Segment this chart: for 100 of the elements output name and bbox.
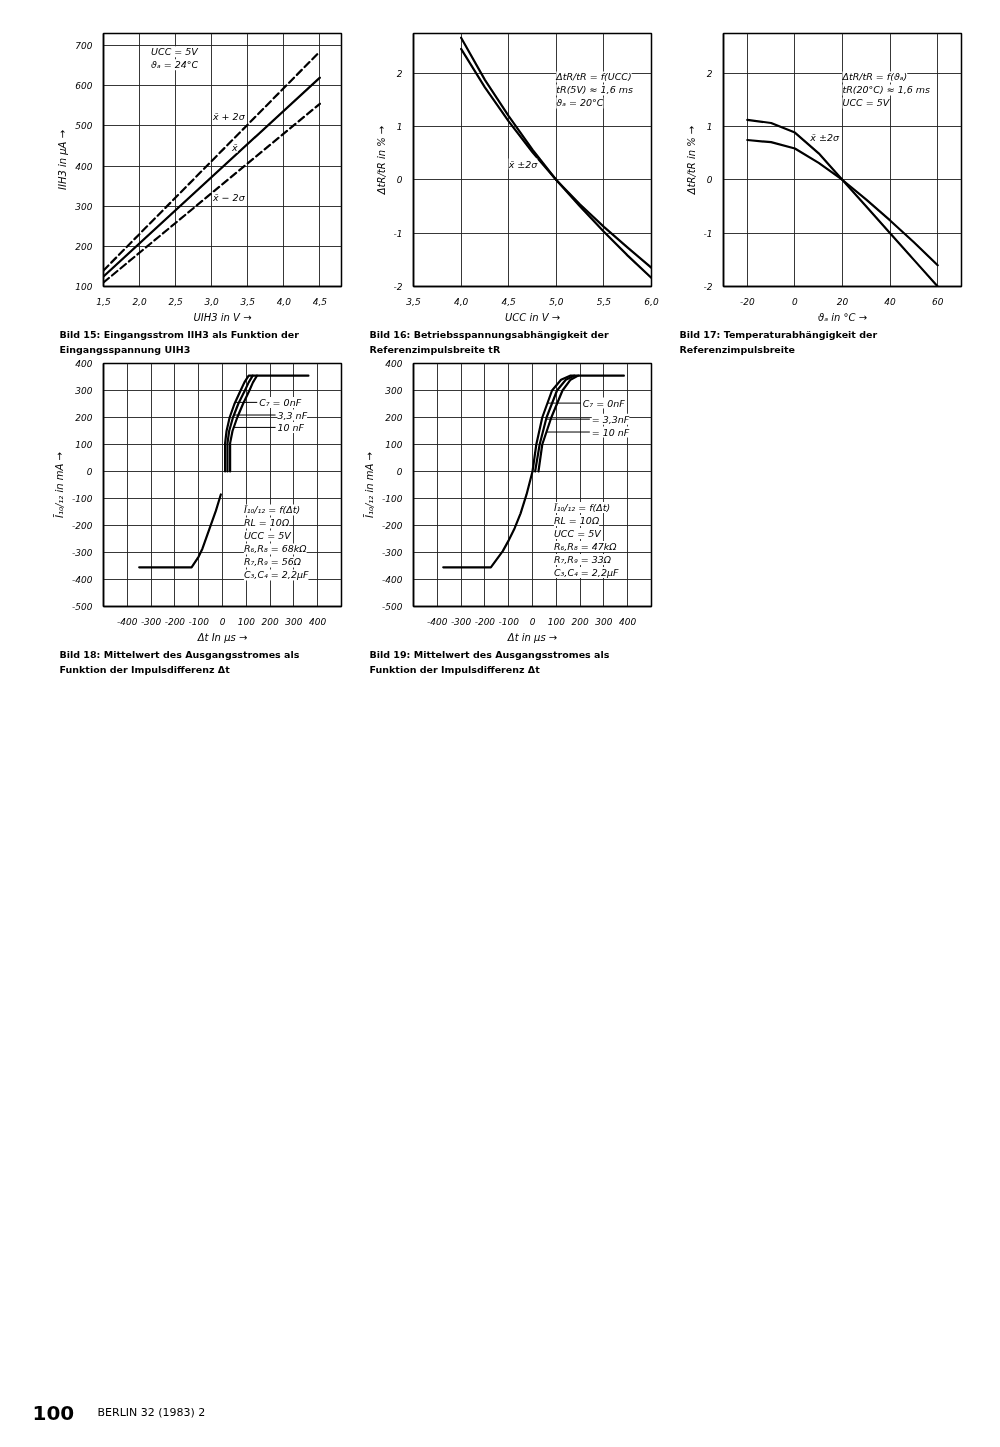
y-tick-label: 300 bbox=[75, 386, 93, 396]
y-axis-title: ΔtR/tR in % → bbox=[685, 125, 697, 196]
x-tick-label: 0 bbox=[792, 296, 799, 307]
y-tick-label: 1 bbox=[396, 122, 403, 133]
annotation: ϑₐ = 20°C bbox=[556, 97, 604, 109]
x-tick-label: 3,5 bbox=[406, 296, 421, 307]
y-tick-label: 100 bbox=[75, 282, 93, 292]
annotation: Ī₁₀/₁₂ = f(Δt) bbox=[243, 504, 301, 516]
y-tick-label: -200 bbox=[72, 521, 93, 531]
text: Bild 15: Eingangsstrom IIH3 als Funktion der Eingangsspannung UIH3 bbox=[59, 328, 300, 355]
series-label: x̄ + 2σ bbox=[211, 111, 246, 123]
x-tick-label: -400 bbox=[117, 616, 138, 627]
y-tick-label: 2 bbox=[396, 68, 403, 79]
annotation: R₇,R₉ = 56Ω bbox=[243, 556, 302, 568]
x-tick-label: 4,0 bbox=[453, 296, 469, 307]
x-tick-label: 300 bbox=[595, 616, 613, 627]
y-tick-label: 500 bbox=[75, 121, 93, 132]
annotation: C₃,C₄ = 2,2µF bbox=[243, 569, 309, 581]
y-tick-label: -1 bbox=[703, 228, 713, 239]
x-tick-label: 400 bbox=[309, 616, 327, 627]
x-tick-label: 4,0 bbox=[276, 296, 292, 307]
x-tick-label: -20 bbox=[739, 296, 755, 307]
annotation: RL = 10Ω bbox=[243, 517, 290, 529]
annotation: Ī₁₀/₁₂ = f(Δt) bbox=[553, 502, 611, 514]
annotation: tR(20°C) ≈ 1,6 ms bbox=[842, 84, 931, 96]
legend-label: = 10 nF bbox=[591, 426, 630, 438]
y-tick-label: 400 bbox=[75, 359, 93, 369]
y-tick-label: -100 bbox=[382, 494, 403, 504]
annotation: x̄ ±2σ bbox=[507, 158, 539, 170]
y-tick-label: -300 bbox=[382, 548, 403, 558]
x-tick-label: -300 bbox=[140, 616, 162, 627]
y-tick-label: 0 bbox=[396, 175, 403, 186]
legend-label: 3,3 nF bbox=[277, 409, 308, 421]
x-tick-label: 60 bbox=[931, 296, 944, 307]
legend-label: C₇ = 0nF bbox=[582, 397, 626, 409]
x-axis-title: Δt in µs → bbox=[506, 631, 558, 643]
x-tick-label: 5,0 bbox=[549, 296, 564, 307]
y-tick-label: 0 bbox=[706, 175, 713, 186]
y-tick-label: 700 bbox=[75, 41, 93, 52]
annotation: UCC = 5V bbox=[553, 528, 603, 540]
x-tick-label: -200 bbox=[474, 616, 496, 627]
y-axis-title: Ī₁₀/₁₂ in mA → bbox=[363, 452, 376, 518]
x-axis-title: ϑₐ in °C → bbox=[817, 311, 868, 323]
annotation: C₃,C₄ = 2,2µF bbox=[553, 567, 619, 579]
y-tick-label: -500 bbox=[72, 602, 93, 612]
annotation: R₆,R₈ = 68kΩ bbox=[243, 543, 308, 555]
x-tick-label: 100 bbox=[547, 616, 566, 627]
x-tick-label: 4,5 bbox=[501, 296, 517, 307]
x-axis-title: UCC in V → bbox=[504, 311, 561, 323]
series-label: x̄ bbox=[231, 141, 239, 153]
annotation: tR(5V) ≈ 1,6 ms bbox=[556, 84, 633, 96]
x-tick-label: -100 bbox=[188, 616, 210, 627]
x-tick-label: 2,5 bbox=[168, 296, 184, 307]
y-tick-label: -2 bbox=[393, 282, 403, 292]
y-tick-label: 0 bbox=[86, 467, 93, 477]
y-tick-label: -1 bbox=[393, 228, 403, 239]
annotation: R₆,R₈ = 47kΩ bbox=[553, 541, 618, 553]
x-tick-label: 100 bbox=[237, 616, 256, 627]
annotation: x̄ ±2σ bbox=[809, 131, 840, 143]
x-axis-title: Δt In µs → bbox=[196, 631, 248, 643]
y-tick-label: -500 bbox=[382, 602, 403, 612]
x-tick-label: -200 bbox=[164, 616, 186, 627]
text: Bild 19: Mittelwert des Ausgangsstromes als Funktion der Impulsdifferenz Δt bbox=[369, 648, 610, 675]
x-tick-label: 300 bbox=[285, 616, 303, 627]
x-tick-label: 0 bbox=[529, 616, 536, 627]
x-tick-label: 200 bbox=[261, 616, 279, 627]
y-tick-label: -200 bbox=[382, 521, 403, 531]
annotation: UCC = 5V bbox=[842, 97, 891, 109]
annotation: ΔtR/tR = f(UCC) bbox=[555, 71, 632, 83]
y-tick-label: -300 bbox=[72, 548, 93, 558]
x-tick-label: 20 bbox=[836, 296, 849, 307]
text: Bild 18: Mittelwert des Ausgangsstromes als Funktion der Impulsdifferenz Δt bbox=[59, 648, 300, 675]
x-tick-label: 0 bbox=[219, 616, 226, 627]
y-tick-label: -400 bbox=[72, 575, 93, 585]
y-tick-label: 200 bbox=[75, 413, 93, 423]
x-axis-title: UIH3 in V → bbox=[193, 311, 252, 323]
x-tick-label: 200 bbox=[571, 616, 589, 627]
x-tick-label: 5,5 bbox=[596, 296, 612, 307]
annotation: UCC = 5V bbox=[151, 46, 200, 58]
annotation: ΔtR/tR = f(ϑₐ) bbox=[841, 71, 908, 83]
x-tick-label: 3,0 bbox=[204, 296, 220, 307]
y-tick-label: 0 bbox=[396, 467, 403, 477]
series-label: x̄ − 2σ bbox=[211, 192, 246, 204]
y-tick-label: 100 bbox=[75, 440, 93, 450]
y-tick-label: 300 bbox=[385, 386, 403, 396]
y-tick-label: 100 bbox=[385, 440, 403, 450]
legend-label: = 3,3nF bbox=[591, 413, 630, 425]
text: Bild 17: Temperaturabhängigkeit der Referenzimpulsbreite bbox=[679, 328, 878, 355]
annotation: ϑₐ = 24°C bbox=[151, 59, 199, 71]
x-tick-label: 2,0 bbox=[132, 296, 147, 307]
legend-label: C₇ = 0nF bbox=[259, 396, 302, 408]
x-tick-label: -100 bbox=[498, 616, 520, 627]
x-tick-label: 1,5 bbox=[96, 296, 111, 307]
text: 100 bbox=[32, 1400, 75, 1425]
y-tick-label: 400 bbox=[75, 161, 93, 172]
text: Bild 16: Betriebsspannungsabhängigkeit der Referenzimpulsbreite tR bbox=[369, 328, 609, 355]
x-tick-label: 40 bbox=[884, 296, 897, 307]
x-tick-label: 6,0 bbox=[644, 296, 659, 307]
x-tick-label: 4,5 bbox=[312, 296, 328, 307]
y-tick-label: 600 bbox=[75, 81, 93, 92]
